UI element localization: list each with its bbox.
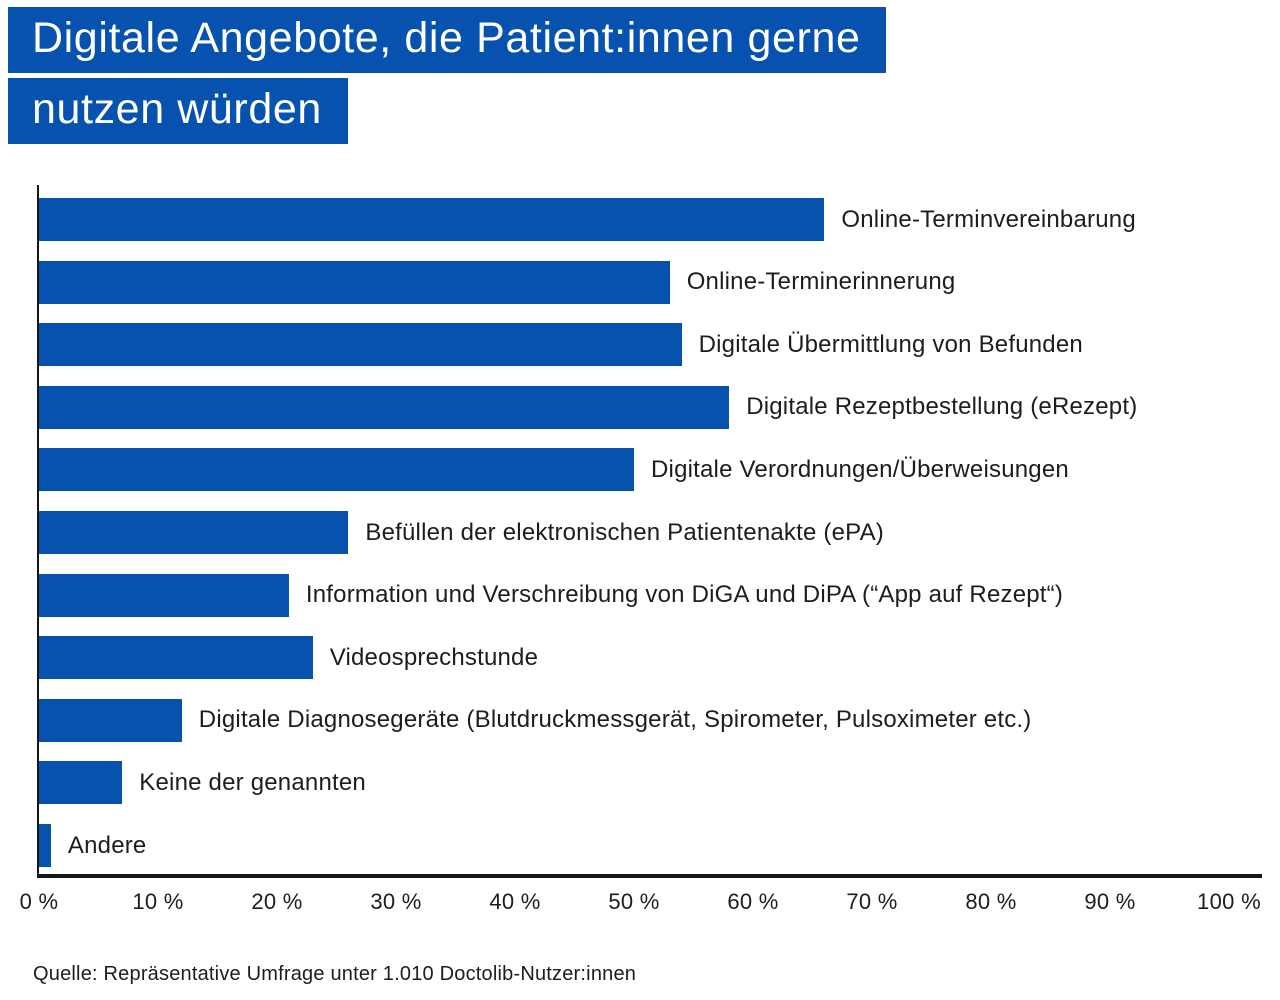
bar-label: Keine der genannten: [139, 768, 366, 796]
bar-row: Digitale Übermittlung von Befunden: [39, 323, 1083, 367]
bar-row: Online-Terminvereinbarung: [39, 198, 1136, 241]
bar-row: Andere: [39, 824, 146, 867]
bar: [39, 573, 289, 617]
x-axis-tick-label: 20 %: [251, 889, 303, 914]
bar-label: Online-Terminerinnerung: [686, 268, 956, 296]
bar: [39, 824, 51, 867]
bar: [39, 448, 634, 492]
bar-label: Digitale Übermittlung von Befunden: [698, 330, 1083, 358]
bar: [39, 636, 313, 680]
x-axis-tick-label: 90 %: [1084, 889, 1136, 914]
chart-title-line1: Digitale Angebote, die Patient:innen ger…: [8, 7, 887, 73]
bar-label: Online-Terminvereinbarung: [841, 205, 1136, 233]
bar-row: Digitale Verordnungen/Überweisungen: [39, 448, 1069, 492]
x-axis-ticks: 0 % 10 % 20 % 30 % 40 % 50 % 60 % 70 % 80 % 90 % 1…: [20, 889, 1261, 919]
bar-row: Information und Verschreibung von DiGA u…: [39, 573, 1064, 617]
bar-chart: Online-Terminvereinbarung Online-Terminer…: [0, 185, 1280, 925]
x-axis-tick-label: 80 %: [965, 889, 1017, 914]
y-axis-line: [37, 185, 39, 876]
bar-row: Digitale Rezeptbestellung (eRezept): [39, 385, 1138, 429]
chart-title: Digitale Angebote, die Patient:innen ger…: [8, 7, 887, 149]
bar: [39, 260, 670, 304]
chart-title-line2: nutzen würden: [8, 78, 348, 144]
x-axis-tick-label: 70 %: [846, 889, 898, 914]
bar-label: Befüllen der elektronischen Patientenakt…: [365, 518, 884, 546]
bar-row: Keine der genannten: [39, 761, 366, 805]
x-axis-tick-label: 0 %: [19, 889, 59, 914]
bar: [39, 761, 123, 805]
source-note: Quelle: Repräsentative Umfrage unter 1.0…: [33, 963, 637, 985]
x-axis-line: [37, 874, 1262, 878]
bar-row: Videosprechstunde: [39, 636, 539, 680]
x-axis-tick-label: 100 %: [1197, 889, 1261, 914]
bar-label: Digitale Verordnungen/Überweisungen: [651, 455, 1069, 483]
x-axis-tick-label: 30 %: [370, 889, 422, 914]
x-axis-tick-label: 40 %: [489, 889, 541, 914]
plot-area: Online-Terminvereinbarung Online-Terminer…: [39, 185, 1229, 874]
x-axis-tick-label: 10 %: [132, 889, 184, 914]
bar-label: Information und Verschreibung von DiGA u…: [305, 581, 1064, 609]
x-axis-tick-label: 50 %: [608, 889, 660, 914]
bar-row: Digitale Diagnosegeräte (Blutdruckmessge…: [39, 698, 1032, 742]
bar-label: Digitale Rezeptbestellung (eRezept): [746, 393, 1138, 421]
x-axis-tick-label: 60 %: [727, 889, 779, 914]
bar: [39, 323, 682, 367]
bar: [39, 385, 730, 429]
bar: [39, 198, 825, 241]
bar-row: Online-Terminerinnerung: [39, 260, 956, 304]
bar-label: Videosprechstunde: [329, 643, 539, 671]
bar: [39, 511, 349, 554]
bar: [39, 698, 182, 742]
bar-label: Digitale Diagnosegeräte (Blutdruckmessge…: [198, 706, 1032, 734]
bar-row: Befüllen der elektronischen Patientenakt…: [39, 511, 884, 554]
bar-label: Andere: [67, 831, 147, 859]
